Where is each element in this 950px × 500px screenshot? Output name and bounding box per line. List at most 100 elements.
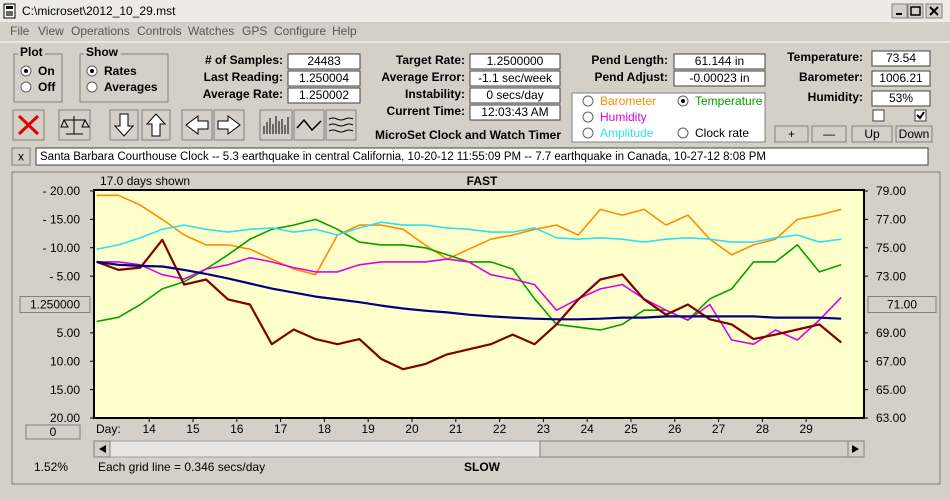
- y-tick-label: - 10.00: [43, 241, 81, 255]
- trace-button-label[interactable]: Down: [899, 127, 930, 141]
- bars-button[interactable]: [259, 109, 293, 141]
- trace-button[interactable]: [811, 125, 847, 143]
- field-value: 1006.21: [879, 71, 923, 85]
- field-box: [287, 87, 361, 104]
- down-button[interactable]: [109, 109, 139, 141]
- field-value: 53%: [889, 91, 913, 105]
- window-title: C:\microset\2012_10_29.mst: [22, 4, 176, 18]
- x-tick-label: 25: [624, 422, 638, 436]
- stop-button[interactable]: [12, 109, 45, 141]
- y-tick-label: - 20.00: [43, 184, 81, 198]
- group-box: [79, 53, 169, 103]
- field-box: [469, 104, 561, 121]
- series-label[interactable]: Humidity: [600, 110, 647, 124]
- group-label-bg: [84, 45, 121, 60]
- field-label: Pend Adjust:: [594, 70, 668, 84]
- up-button[interactable]: [141, 109, 171, 141]
- noise-button[interactable]: [325, 109, 357, 141]
- field-box: [673, 70, 766, 87]
- radio-label[interactable]: Off: [38, 80, 56, 94]
- menu-item[interactable]: GPS: [242, 24, 267, 38]
- menu-item[interactable]: Controls: [137, 24, 182, 38]
- trace-button-label[interactable]: —: [823, 127, 835, 141]
- menu-item[interactable]: View: [38, 24, 64, 38]
- field-value: 0 secs/day: [486, 88, 543, 102]
- series-label[interactable]: Amplitude: [600, 126, 654, 140]
- center-button-right[interactable]: [867, 296, 937, 313]
- y-tick-label: - 15.00: [43, 213, 81, 227]
- y2-tick-label: 75.00: [876, 241, 906, 255]
- y2-tick-label: 65.00: [876, 383, 906, 397]
- menu-item[interactable]: Help: [332, 24, 357, 38]
- series-label[interactable]: Temperature: [695, 94, 763, 108]
- field-value: 73.54: [886, 51, 916, 65]
- app-title: MicroSet Clock and Watch Timer: [375, 128, 561, 142]
- series-radio[interactable]: [582, 127, 594, 139]
- x-tick-label: 28: [756, 422, 770, 436]
- y2-tick-label: 63.00: [876, 411, 906, 425]
- x-tick-label: 24: [581, 422, 595, 436]
- ticker-close[interactable]: [11, 147, 31, 166]
- radio-label[interactable]: On: [38, 64, 55, 78]
- maximize-button[interactable]: [907, 3, 924, 19]
- left-button[interactable]: [181, 109, 213, 141]
- field-label: Target Rate:: [396, 53, 465, 67]
- x-tick-label: 29: [800, 422, 814, 436]
- trace-button[interactable]: [851, 125, 893, 143]
- menu-item[interactable]: Watches: [188, 24, 234, 38]
- menu-item[interactable]: Configure: [274, 24, 326, 38]
- field-label: # of Samples:: [205, 53, 283, 67]
- series-label[interactable]: Clock rate: [695, 126, 749, 140]
- series-radio-dot: [681, 99, 685, 103]
- field-label: Instability:: [405, 87, 465, 101]
- series-line: [96, 221, 842, 250]
- trace-button[interactable]: [895, 125, 933, 143]
- y-tick-label: 10.00: [50, 354, 80, 368]
- series-radio[interactable]: [677, 127, 689, 139]
- x-axis-label: Day:: [96, 422, 121, 436]
- x-tick-label: 27: [712, 422, 726, 436]
- offset-button-label[interactable]: 0: [50, 425, 57, 439]
- menu-item[interactable]: Operations: [71, 24, 130, 38]
- minimize-button[interactable]: [891, 3, 908, 19]
- series-radio[interactable]: [582, 111, 594, 123]
- wave-button[interactable]: [293, 109, 325, 141]
- field-value: 12:03:43 AM: [481, 105, 548, 119]
- radio-label[interactable]: Rates: [104, 64, 137, 78]
- menu-item[interactable]: File: [10, 24, 30, 38]
- y2-tick-label[interactable]: 71.00: [887, 298, 917, 312]
- series-radio[interactable]: [582, 95, 594, 107]
- field-label: Temperature:: [787, 50, 863, 64]
- balance-button[interactable]: [58, 109, 91, 141]
- y-tick-label: - 5.00: [49, 269, 80, 283]
- scrollbar[interactable]: [93, 440, 865, 458]
- y-tick-label[interactable]: 1.250000: [30, 298, 80, 312]
- x-tick-label: 20: [405, 422, 419, 436]
- field-label: Average Error:: [381, 70, 465, 84]
- x-tick-label: 14: [143, 422, 157, 436]
- trace-button-label[interactable]: Up: [864, 127, 880, 141]
- ticker-box: [35, 147, 929, 166]
- trace-button-label[interactable]: +: [788, 127, 795, 141]
- close-button[interactable]: [925, 3, 943, 19]
- field-box: [287, 53, 361, 70]
- x-tick-label: 15: [186, 422, 200, 436]
- field-value: 1.2500000: [487, 54, 544, 68]
- center-button[interactable]: [19, 296, 91, 313]
- days-shown: 17.0 days shown: [100, 174, 190, 188]
- trace-button[interactable]: [774, 125, 809, 143]
- right-button[interactable]: [213, 109, 245, 141]
- checkbox[interactable]: [872, 109, 885, 122]
- radio[interactable]: [20, 81, 32, 93]
- field-box: [469, 87, 561, 104]
- field-label: Average Rate:: [203, 87, 283, 101]
- series-label[interactable]: Barometer: [600, 94, 656, 108]
- y-tick-label: 5.00: [57, 326, 81, 340]
- radio[interactable]: [86, 81, 98, 93]
- ticker-close-label[interactable]: x: [18, 150, 24, 164]
- radio-label[interactable]: Averages: [104, 80, 158, 94]
- grid-note: Each grid line = 0.346 secs/day: [98, 460, 265, 474]
- series-line: [96, 238, 842, 371]
- offset-button[interactable]: [25, 424, 81, 440]
